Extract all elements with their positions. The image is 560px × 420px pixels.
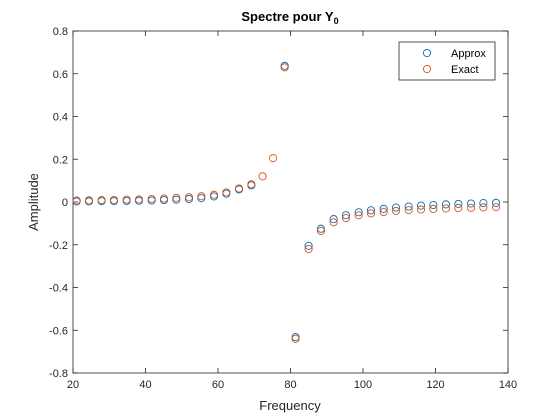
data-point (429, 204, 438, 213)
data-point (454, 203, 463, 213)
data-point (291, 334, 300, 343)
data-point (391, 206, 401, 216)
series-exact (72, 63, 501, 343)
data-point (354, 211, 363, 220)
x-tick-label: 40 (139, 379, 151, 391)
data-point (491, 198, 501, 207)
data-point (97, 196, 106, 205)
data-point (429, 200, 438, 210)
series-layer (72, 61, 501, 343)
y-tick-label: 0 (62, 197, 68, 209)
x-tick-label: 80 (284, 379, 296, 391)
data-point (354, 208, 363, 217)
data-point (258, 172, 267, 181)
data-point (416, 201, 426, 210)
data-point (366, 206, 376, 215)
data-point (222, 188, 231, 197)
data-point (269, 154, 278, 163)
data-point (491, 203, 501, 212)
y-tick-label: -0.2 (49, 240, 68, 252)
data-point (159, 194, 169, 203)
y-axis-label: Amplitude (26, 173, 41, 231)
x-tick-label: 100 (354, 379, 372, 391)
data-point (341, 213, 351, 223)
data-point (147, 194, 156, 204)
x-tick-label: 140 (499, 379, 517, 391)
data-point (197, 194, 206, 203)
data-point (122, 195, 131, 204)
data-point (416, 205, 426, 214)
legend-label: Exact (451, 64, 479, 76)
y-tick-label: 0.4 (53, 112, 68, 124)
data-point (84, 196, 93, 205)
data-point (304, 244, 313, 254)
data-point (391, 203, 401, 212)
data-point (316, 224, 326, 233)
data-point (404, 206, 413, 215)
data-point (379, 204, 388, 213)
y-tick-label: 0.8 (53, 26, 68, 38)
data-point (466, 203, 476, 212)
data-point (379, 207, 388, 217)
y-tick-label: -0.6 (49, 325, 68, 337)
x-axis-label: Frequency (259, 398, 321, 413)
data-point (172, 193, 181, 202)
data-point (247, 180, 256, 189)
data-point (479, 203, 488, 212)
legend: Approx Exact (398, 41, 496, 81)
data-point (341, 211, 351, 220)
data-point (479, 199, 488, 208)
data-point (466, 199, 476, 208)
data-point (366, 209, 376, 218)
data-point (209, 190, 219, 199)
legend-marker (422, 48, 432, 58)
data-point (304, 241, 313, 250)
x-tick-label: 20 (67, 379, 79, 391)
data-point (441, 200, 451, 209)
axes: 20 40 60 80 100 120 140 -0.8 -0.6 -0.4 -0.2 0 0.2 0.4… (49, 26, 517, 391)
data-point (441, 204, 451, 213)
data-point (316, 226, 326, 235)
data-point (134, 195, 144, 204)
data-point (234, 184, 244, 193)
data-point (184, 193, 194, 202)
x-tick-label: 60 (212, 379, 224, 391)
legend-marker (422, 64, 432, 74)
data-point (329, 215, 338, 224)
x-tick-label: 120 (426, 379, 444, 391)
data-point (329, 218, 338, 227)
data-point (72, 196, 81, 205)
data-point (109, 195, 119, 204)
y-tick-label: -0.4 (49, 283, 68, 295)
data-point (454, 199, 463, 208)
data-point (404, 202, 413, 211)
data-point (280, 63, 289, 72)
y-tick-label: 0.6 (53, 69, 68, 81)
legend-label: Approx (451, 48, 486, 60)
legend-box (398, 41, 496, 81)
chart-title: Spectre pour Y0 (241, 9, 338, 26)
y-tick-label: -0.8 (49, 368, 68, 380)
y-tick-label: 0.2 (53, 154, 68, 166)
data-point (197, 192, 206, 201)
